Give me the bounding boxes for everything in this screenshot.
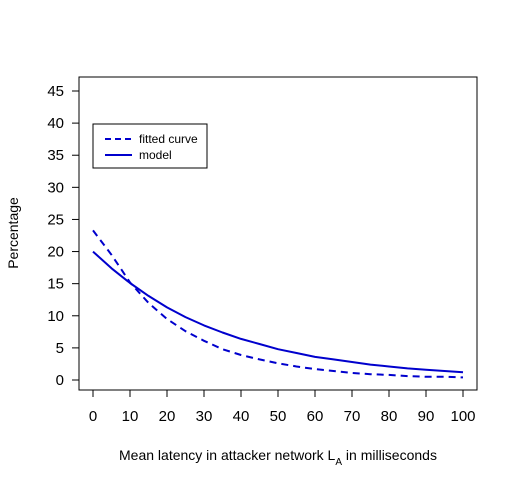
x-axis-label: Mean latency in attacker network LA in m… [119,447,437,468]
y-tick-label: 40 [47,115,64,132]
y-axis: 0 5 10 15 20 25 30 35 40 45 [47,83,79,389]
x-tick-label: 50 [270,408,287,425]
x-tick-label: 100 [450,408,475,425]
x-tick-label: 10 [122,408,139,425]
legend-box [92,123,208,169]
x-tick-label: 20 [159,408,176,425]
series-layer [92,229,464,379]
legend: fitted curve model [92,123,208,169]
y-tick-label: 15 [47,276,64,293]
x-tick-label: 30 [196,408,213,425]
legend-label-fitted-curve: fitted curve [139,132,198,146]
x-axis-label-suffix: in milliseconds [342,447,437,463]
x-tick-label: 80 [381,408,398,425]
x-axis: 0 10 20 30 40 50 60 70 80 90 100 [89,390,476,425]
y-tick-label: 5 [56,340,64,357]
x-axis-label-main: Mean latency in attacker network L [119,447,336,463]
series-line-fitted-curve [92,229,464,379]
legend-label-model: model [139,148,172,162]
x-tick-label: 90 [418,408,435,425]
y-tick-label: 25 [47,211,64,228]
y-tick-label: 0 [56,372,64,389]
y-axis-label: Percentage [5,197,21,269]
y-tick-label: 45 [47,83,64,100]
x-tick-label: 70 [344,408,361,425]
y-tick-label: 30 [47,179,64,196]
x-tick-label: 40 [233,408,250,425]
y-tick-label: 35 [47,147,64,164]
x-tick-label: 0 [89,408,97,425]
x-axis-label-subscript: A [335,457,342,468]
y-tick-label: 20 [47,244,64,261]
y-tick-label: 10 [47,308,64,325]
plot-frame [78,76,478,391]
x-tick-label: 60 [307,408,324,425]
series-line-model [92,250,464,374]
